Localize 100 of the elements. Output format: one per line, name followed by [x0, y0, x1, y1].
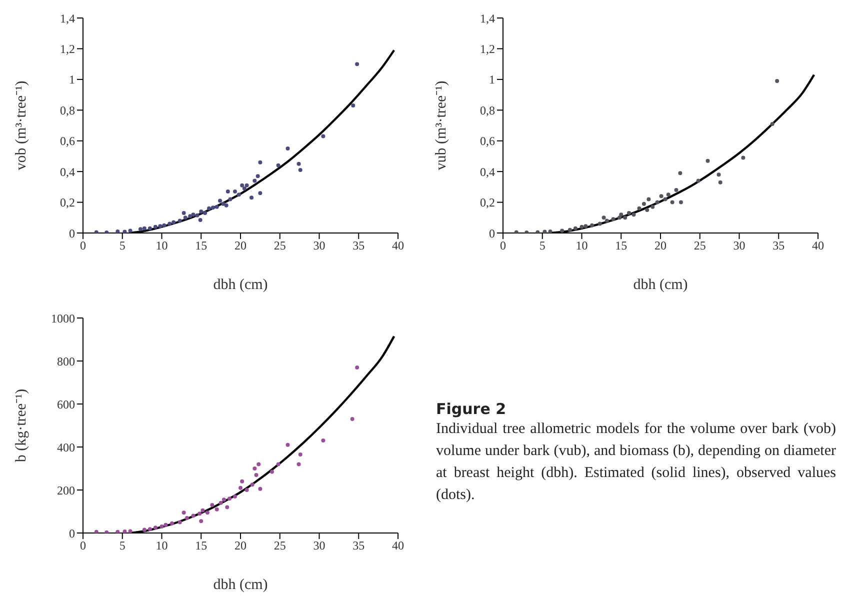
point	[168, 222, 172, 226]
point	[195, 213, 200, 218]
y-tick-label: 0,8	[60, 103, 75, 118]
point	[238, 486, 242, 490]
y-tick-label: 1000	[51, 311, 75, 326]
x-tick-label: 20	[234, 238, 246, 253]
point	[619, 212, 624, 217]
point	[258, 160, 262, 164]
point	[162, 223, 166, 228]
point	[584, 224, 588, 228]
y-tick-label: 0,2	[480, 196, 495, 210]
point	[618, 216, 622, 220]
x-tick-label: 0	[80, 538, 86, 553]
point	[663, 197, 668, 202]
y-tick-label: 1,4	[60, 11, 75, 26]
point	[198, 512, 202, 516]
point	[198, 218, 202, 222]
point	[232, 190, 237, 194]
point	[650, 204, 655, 209]
point	[258, 191, 262, 196]
point	[182, 510, 186, 515]
x-tick-label: 15	[195, 238, 208, 253]
point	[222, 498, 226, 502]
point	[296, 462, 301, 466]
x-tick-label: 20	[234, 538, 246, 553]
point	[210, 206, 215, 210]
x-tick-label: 25	[274, 538, 286, 553]
x-tick-label: 5	[119, 238, 126, 253]
point	[355, 62, 360, 66]
x-tick-label: 30	[313, 538, 326, 553]
y-axis-title: vob (m³·tree⁻¹)	[13, 80, 30, 170]
point	[598, 222, 602, 226]
y-tick-label: 0,6	[60, 134, 75, 148]
point	[590, 223, 594, 228]
x-tick-label: 25	[274, 238, 286, 253]
y-tick-label: 800	[57, 354, 75, 368]
y-tick-label: 0	[69, 226, 75, 240]
point	[632, 212, 636, 217]
point	[199, 519, 204, 524]
point	[218, 500, 223, 505]
point	[184, 516, 189, 520]
y-tick-label: 1	[489, 72, 495, 87]
point	[153, 224, 158, 229]
y-axis-title: b (kg·tree⁻¹)	[13, 388, 30, 462]
point	[548, 229, 552, 233]
x-tick-label: 40	[392, 538, 404, 553]
y-axis-title: vub (m³·tree⁻¹)	[433, 80, 450, 170]
point	[182, 211, 186, 216]
point	[716, 172, 721, 177]
x-tick-label: 0	[500, 238, 506, 253]
point	[296, 162, 301, 166]
y-tick-label: 0	[69, 526, 75, 540]
x-axis-title: dbh (cm)	[213, 577, 268, 593]
point	[254, 472, 258, 477]
point	[128, 228, 132, 233]
point	[122, 529, 127, 533]
point	[172, 220, 176, 224]
point	[678, 200, 683, 204]
point	[568, 228, 572, 232]
point	[696, 178, 700, 183]
point	[674, 188, 678, 192]
y-tick-label: 1,2	[480, 42, 495, 56]
point	[627, 211, 631, 216]
x-tick-label: 15	[195, 538, 208, 553]
point	[178, 520, 182, 524]
point	[244, 183, 249, 188]
x-axis-title: dbh (cm)	[633, 277, 688, 293]
x-tick-label: 20	[654, 238, 666, 253]
x-tick-label: 35	[352, 538, 365, 553]
point	[321, 438, 326, 443]
point	[170, 521, 174, 526]
x-tick-label: 30	[733, 238, 746, 253]
point	[160, 524, 164, 529]
x-axis-title: dbh (cm)	[213, 277, 268, 293]
text: Figure 2	[436, 400, 508, 418]
x-tick-label: 35	[772, 238, 785, 253]
point	[199, 210, 204, 214]
point	[321, 134, 326, 138]
point	[221, 202, 226, 206]
point	[604, 218, 609, 223]
point	[298, 452, 302, 457]
point	[706, 158, 710, 163]
point	[770, 122, 774, 126]
point	[256, 462, 261, 466]
point	[214, 204, 219, 209]
point	[256, 174, 260, 178]
x-tick-label: 10	[156, 238, 168, 253]
point	[200, 508, 205, 512]
x-tick-label: 25	[694, 238, 706, 253]
point	[148, 226, 152, 230]
point	[645, 208, 650, 212]
y-tick-label: 0,4	[480, 164, 495, 179]
point	[122, 230, 127, 233]
x-tick-label: 40	[392, 238, 404, 253]
point	[514, 230, 518, 233]
point	[637, 206, 642, 210]
point	[678, 171, 682, 176]
y-tick-label: 600	[57, 397, 75, 412]
point	[240, 183, 244, 188]
text: Individual tree allometric models for the volume over bark (vob) volume under bark (vub), and biomass (b), depending on diameter at breast height (dbh). Estimated (solid lines), observed values (dots).	[436, 420, 836, 505]
